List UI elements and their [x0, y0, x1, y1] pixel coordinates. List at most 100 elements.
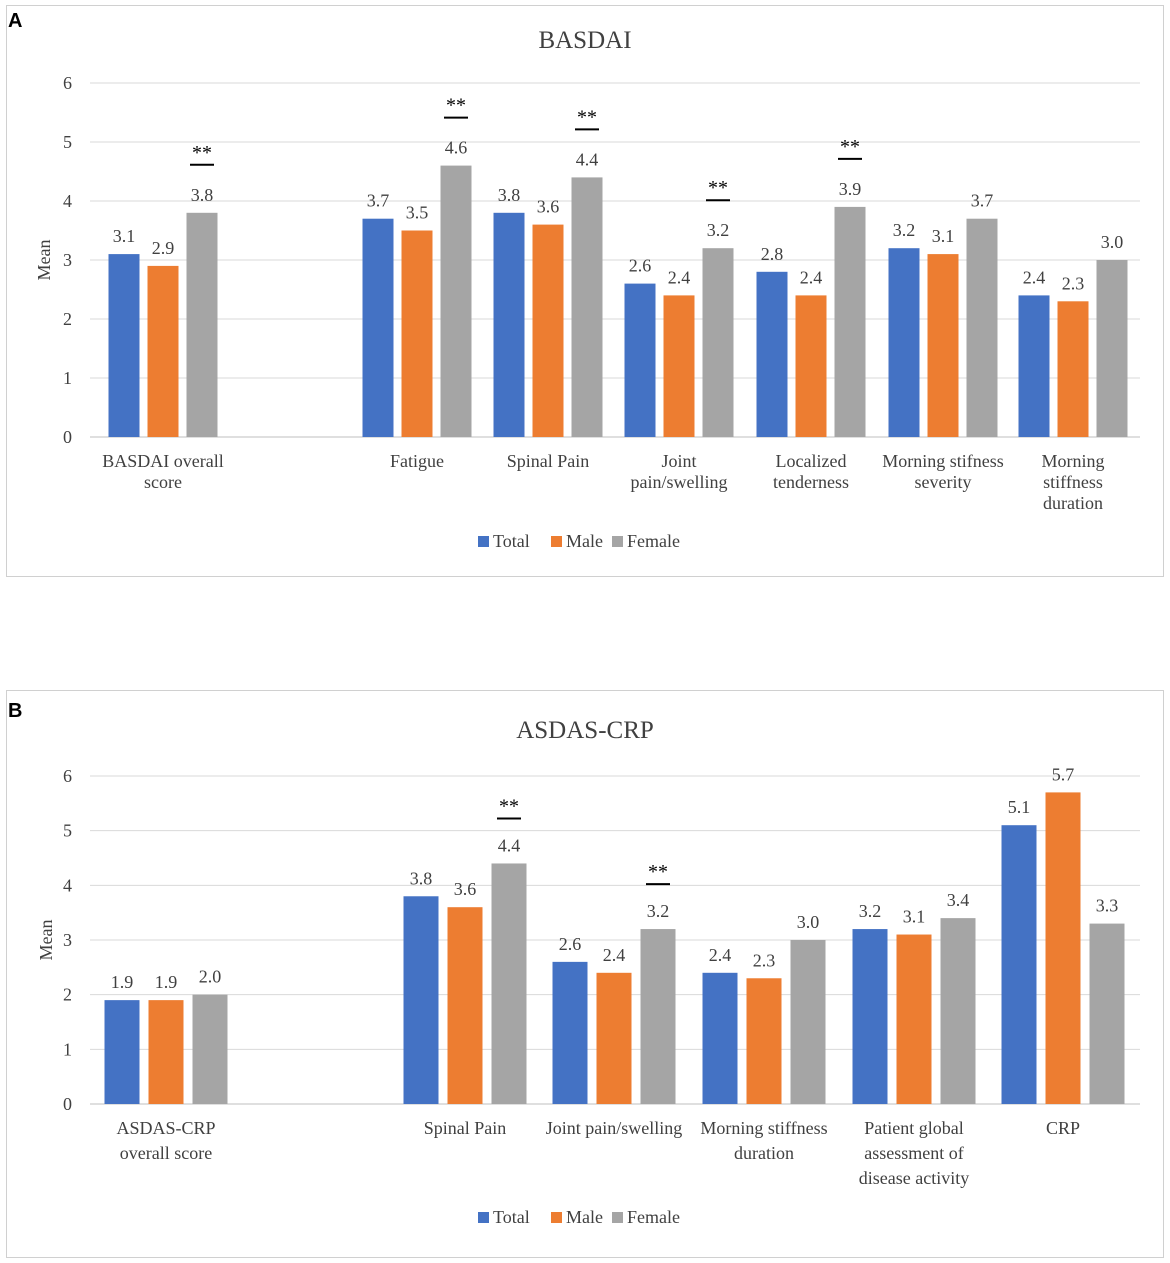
- panel-b-letter: B: [8, 700, 23, 722]
- panel-b-data-label: 5.1: [1008, 797, 1031, 817]
- panel-a-bar-female: [440, 165, 472, 437]
- panel-a-y-tick-label: 3: [63, 250, 72, 270]
- panel-a-bar-male: [795, 295, 827, 437]
- panel-b-y-tick-label: 6: [63, 766, 72, 786]
- panel-b-category-label: Spinal Pain: [424, 1118, 507, 1138]
- panel-a-data-label: 3.5: [406, 203, 429, 223]
- panel-b-significance-marker: **: [648, 861, 668, 883]
- panel-a-data-label: 3.2: [893, 220, 916, 240]
- panel-b-chart-title: ASDAS-CRP: [516, 717, 654, 744]
- panel-b-category-label: Morning stiffness: [700, 1118, 827, 1138]
- panel-b-data-label: 3.2: [859, 901, 882, 921]
- panel-b-data-label: 3.2: [647, 901, 670, 921]
- panel-b-data-label: 3.1: [903, 907, 926, 927]
- panel-a-letter: A: [8, 10, 23, 32]
- panel-a-bar-female: [1096, 260, 1128, 437]
- panel-a-data-label: 4.6: [445, 138, 468, 158]
- panel-a-significance-marker: **: [446, 95, 466, 117]
- panel-b-bar-female: [1089, 923, 1125, 1104]
- panel-b-data-label: 1.9: [111, 972, 134, 992]
- panel-a-significance-marker: **: [577, 106, 597, 128]
- panel-b-category-label: disease activity: [859, 1168, 969, 1188]
- panel-b-legend-label-female: Female: [627, 1207, 680, 1227]
- panel-a-y-axis-label: Mean: [34, 240, 54, 281]
- panel-b-category-label: CRP: [1046, 1118, 1080, 1138]
- panel-a-legend-label-total: Total: [493, 531, 530, 551]
- panel-a-data-label: 3.8: [191, 185, 214, 205]
- panel-b-category-label: ASDAS-CRP: [116, 1118, 215, 1138]
- panel-b-data-label: 2.4: [603, 945, 626, 965]
- panel-a-category-label: Localized: [776, 451, 847, 471]
- panel-a-bar-male: [147, 265, 179, 437]
- panel-a-data-label: 3.6: [537, 197, 560, 217]
- panel-a-category-label: Morning: [1042, 451, 1105, 471]
- panel-b-bar-total: [702, 972, 738, 1104]
- panel-a-bar-total: [1018, 295, 1050, 437]
- panel-b-y-axis-label: Mean: [36, 920, 56, 961]
- panel-b-y-tick-label: 4: [63, 875, 72, 895]
- panel-b-data-label: 4.4: [498, 835, 521, 855]
- panel-a-bar-total: [756, 271, 788, 437]
- panel-a-data-label: 2.4: [1023, 267, 1046, 287]
- panel-a-category-label: severity: [915, 472, 972, 492]
- panel-b-category-label: assessment of: [864, 1143, 963, 1163]
- panel-b-bar-female: [192, 994, 228, 1104]
- panel-a-bar-female: [571, 177, 603, 437]
- panel-a-data-label: 4.4: [576, 149, 599, 169]
- panel-b-significance-marker: **: [499, 795, 519, 817]
- panel-a-chart-title: BASDAI: [538, 27, 631, 54]
- panel-a-legend-swatch-female: [612, 536, 623, 547]
- panel-a-frame: [6, 5, 1164, 577]
- panel-a-legend-label-female: Female: [627, 531, 680, 551]
- panel-b-category-label: Joint pain/swelling: [546, 1118, 683, 1138]
- panel-a-data-label: 3.7: [971, 191, 994, 211]
- panel-b-bar-female: [491, 863, 527, 1104]
- panel-a-bar-male: [401, 230, 433, 437]
- panel-b-bar-female: [640, 929, 676, 1104]
- panel-b-bar-male: [896, 934, 932, 1104]
- panel-b-legend-swatch-female: [612, 1212, 623, 1223]
- panel-b-y-tick-label: 2: [63, 985, 72, 1005]
- panel-a-significance-marker: **: [840, 136, 860, 158]
- panel-a-category-label: tenderness: [773, 472, 849, 492]
- panel-a-data-label: 3.8: [498, 185, 521, 205]
- panel-a-y-tick-label: 0: [63, 427, 72, 447]
- panel-b-data-label: 2.6: [559, 934, 582, 954]
- panel-b-bar-male: [1045, 792, 1081, 1104]
- panel-a-legend-swatch-male: [551, 536, 562, 547]
- panel-a-category-label: Fatigue: [390, 451, 444, 471]
- panel-b-legend-swatch-male: [551, 1212, 562, 1223]
- panel-a-data-label: 3.1: [932, 226, 955, 246]
- panel-b-data-label: 5.7: [1052, 764, 1075, 784]
- panel-a-data-label: 3.1: [113, 226, 136, 246]
- panel-b-data-label: 3.4: [947, 890, 970, 910]
- panel-a-significance-marker: **: [192, 142, 212, 164]
- panel-b-legend-label-total: Total: [493, 1207, 530, 1227]
- panel-a-bar-female: [186, 212, 218, 437]
- panel-a-data-label: 2.4: [800, 267, 823, 287]
- panel-a-bar-female: [966, 218, 998, 437]
- panel-b-frame: [6, 690, 1164, 1258]
- panel-a-category-label: duration: [1043, 493, 1103, 513]
- panel-a-data-label: 2.4: [668, 267, 691, 287]
- panel-a-category-label: pain/swelling: [631, 472, 728, 492]
- panel-a-y-tick-label: 1: [63, 368, 72, 388]
- panel-a-legend-swatch-total: [478, 536, 489, 547]
- panel-a-significance-marker: **: [708, 177, 728, 199]
- panel-a-category-label: score: [144, 472, 182, 492]
- panel-a-bar-male: [663, 295, 695, 437]
- panel-b-bar-total: [552, 961, 588, 1104]
- panel-b-category-label: duration: [734, 1143, 794, 1163]
- panel-a-bar-total: [624, 283, 656, 437]
- panel-a-y-tick-label: 6: [63, 73, 72, 93]
- panel-b-bar-male: [148, 1000, 184, 1104]
- panel-b-bar-total: [104, 1000, 140, 1104]
- panel-a-category-label: Morning stifness: [882, 451, 1004, 471]
- panel-a-y-tick-label: 2: [63, 309, 72, 329]
- panel-a-data-label: 3.0: [1101, 232, 1124, 252]
- panel-b-data-label: 3.6: [454, 879, 477, 899]
- panel-a-data-label: 2.3: [1062, 273, 1085, 293]
- panel-b-data-label: 1.9: [155, 972, 178, 992]
- panel-a-data-label: 3.7: [367, 191, 390, 211]
